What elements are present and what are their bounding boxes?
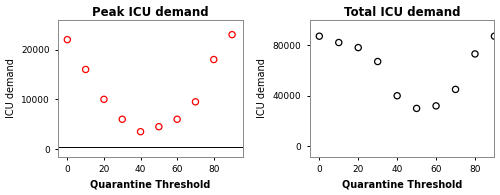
Point (374, 60, 382, 63)
Y-axis label: ICU demand: ICU demand (6, 58, 16, 118)
Point (335, 41, 343, 44)
Point (82, 68, 90, 71)
Point (192, 100, 200, 103)
Point (393, 94, 401, 97)
Point (490, 35, 498, 38)
Point (228, 33, 236, 36)
Point (136, 130, 144, 133)
X-axis label: Quarantine Threshold: Quarantine Threshold (342, 179, 462, 190)
Point (354, 46, 362, 49)
Title: Total ICU demand: Total ICU demand (344, 5, 461, 19)
Y-axis label: ICU demand: ICU demand (257, 58, 267, 118)
X-axis label: Quarantine Threshold: Quarantine Threshold (90, 179, 211, 190)
Title: Peak ICU demand: Peak ICU demand (92, 5, 209, 19)
Point (316, 35, 324, 38)
Point (452, 88, 460, 91)
Point (210, 58, 218, 61)
Point (155, 125, 163, 128)
Point (173, 118, 181, 121)
Point (118, 118, 126, 121)
Point (432, 104, 440, 107)
Point (471, 52, 479, 56)
Point (64, 38, 72, 41)
Point (100, 98, 108, 101)
Point (412, 107, 420, 110)
